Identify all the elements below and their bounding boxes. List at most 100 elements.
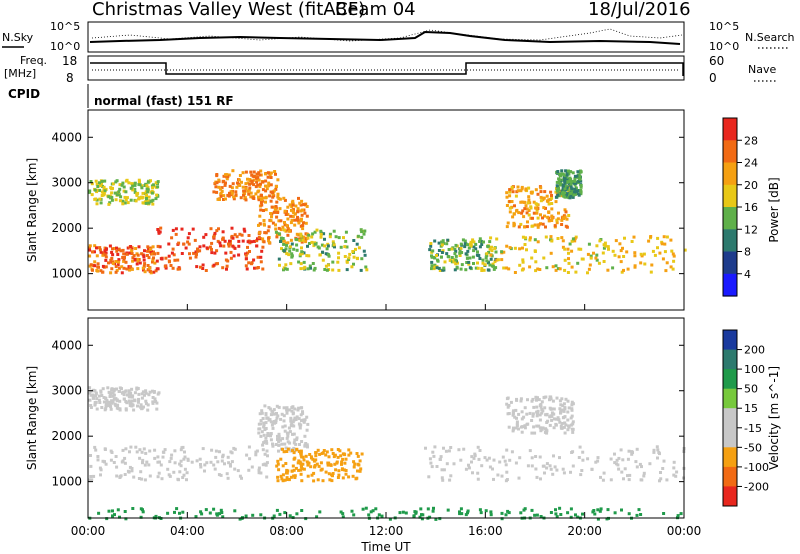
power-cell	[273, 207, 277, 211]
velocity-cell	[358, 459, 362, 463]
velocity-cell	[94, 448, 98, 452]
velocity-cell	[115, 399, 119, 403]
power-cell	[514, 194, 518, 198]
velocity-cell	[359, 467, 363, 471]
power-cell	[563, 268, 567, 272]
power-cell	[93, 197, 97, 201]
velocity-cell	[109, 407, 113, 411]
power-cell	[569, 177, 573, 181]
power-cell	[302, 235, 306, 239]
velocity-cell	[555, 396, 559, 400]
power-cell	[573, 183, 577, 187]
power-cell	[571, 237, 575, 241]
power-cell	[440, 240, 444, 244]
velocity-cell	[271, 444, 275, 448]
power-cell	[100, 182, 103, 185]
nsky-label: N.Sky	[2, 31, 34, 44]
velocity-cell	[467, 463, 470, 467]
velocity-cell	[292, 441, 296, 445]
velocity-cell	[656, 456, 659, 460]
velocity-cell	[276, 459, 280, 463]
velocity-cell	[340, 462, 343, 466]
velocity-cell	[549, 397, 553, 401]
power-ytick-label: 4000	[51, 130, 82, 144]
power-cell	[116, 253, 120, 256]
power-cell	[450, 260, 454, 264]
power-cell	[542, 206, 546, 210]
power-cell	[565, 180, 569, 184]
power-cell	[136, 267, 140, 271]
power-cell	[326, 263, 330, 267]
power-cell	[534, 188, 538, 192]
power-cell	[223, 183, 227, 187]
power-cell	[147, 201, 151, 205]
velocity-cell	[342, 468, 346, 472]
power-cell	[288, 203, 292, 207]
velocity-cell	[500, 474, 504, 478]
velocity-cell	[336, 476, 340, 479]
power-cell	[133, 257, 137, 261]
power-cell	[478, 245, 482, 249]
velocity-cell	[194, 515, 198, 519]
velocity-cell	[661, 467, 665, 470]
power-cell	[526, 220, 529, 224]
velocity-cell	[447, 449, 451, 453]
x-tick-label: 16:00	[468, 524, 503, 538]
power-cell	[123, 195, 127, 199]
velocity-cell	[672, 460, 676, 464]
velocity-cell	[586, 457, 590, 461]
power-cell	[478, 240, 482, 243]
velocity-cell	[561, 467, 565, 471]
velocity-cell	[151, 396, 155, 399]
velocity-cell	[557, 418, 561, 422]
velocity-cell	[144, 402, 148, 406]
power-cell	[431, 249, 435, 253]
power-cell	[558, 183, 562, 187]
power-cell	[172, 253, 176, 257]
x-axis-label: Time UT	[360, 540, 411, 554]
power-cell	[344, 239, 348, 243]
velocity-cell	[179, 459, 183, 463]
power-cell	[279, 236, 283, 240]
velocity-cell	[672, 466, 676, 470]
velocity-cell	[153, 456, 157, 460]
power-cell	[234, 190, 238, 194]
velocity-cell	[298, 443, 301, 446]
power-cell	[293, 212, 297, 216]
power-cell	[331, 260, 335, 264]
power-cell	[287, 229, 291, 233]
velocity-cell	[599, 507, 603, 511]
velocity-cell	[169, 456, 173, 460]
power-cell	[520, 268, 524, 272]
velocity-cell	[609, 478, 613, 482]
power-cell	[464, 252, 468, 256]
velocity-cell	[579, 473, 583, 477]
power-cell	[201, 267, 205, 270]
velocity-cell	[101, 459, 105, 463]
power-cell	[550, 207, 554, 211]
velocity-cell	[275, 416, 279, 420]
power-cell	[556, 170, 560, 173]
velocity-cell	[630, 450, 634, 454]
velocity-cell	[424, 446, 427, 450]
velocity-cell	[257, 422, 261, 426]
velocity-cell	[550, 411, 554, 415]
velocity-cell	[280, 442, 284, 446]
velocity-colorbar-segment	[723, 466, 737, 487]
power-cell	[118, 187, 122, 191]
power-cell	[271, 191, 275, 195]
velocity-cell	[125, 393, 129, 397]
power-cell	[130, 249, 134, 253]
velocity-cell	[140, 392, 144, 396]
velocity-cell	[303, 434, 307, 438]
power-cell	[145, 254, 149, 257]
velocity-cell	[153, 397, 157, 401]
power-cell	[199, 265, 202, 269]
velocity-cell	[101, 387, 105, 391]
power-cell	[662, 235, 666, 239]
power-cell	[263, 231, 267, 235]
power-cell	[333, 245, 336, 249]
velocity-cell	[121, 448, 125, 452]
power-cell	[285, 224, 289, 227]
power-cell	[134, 247, 138, 250]
